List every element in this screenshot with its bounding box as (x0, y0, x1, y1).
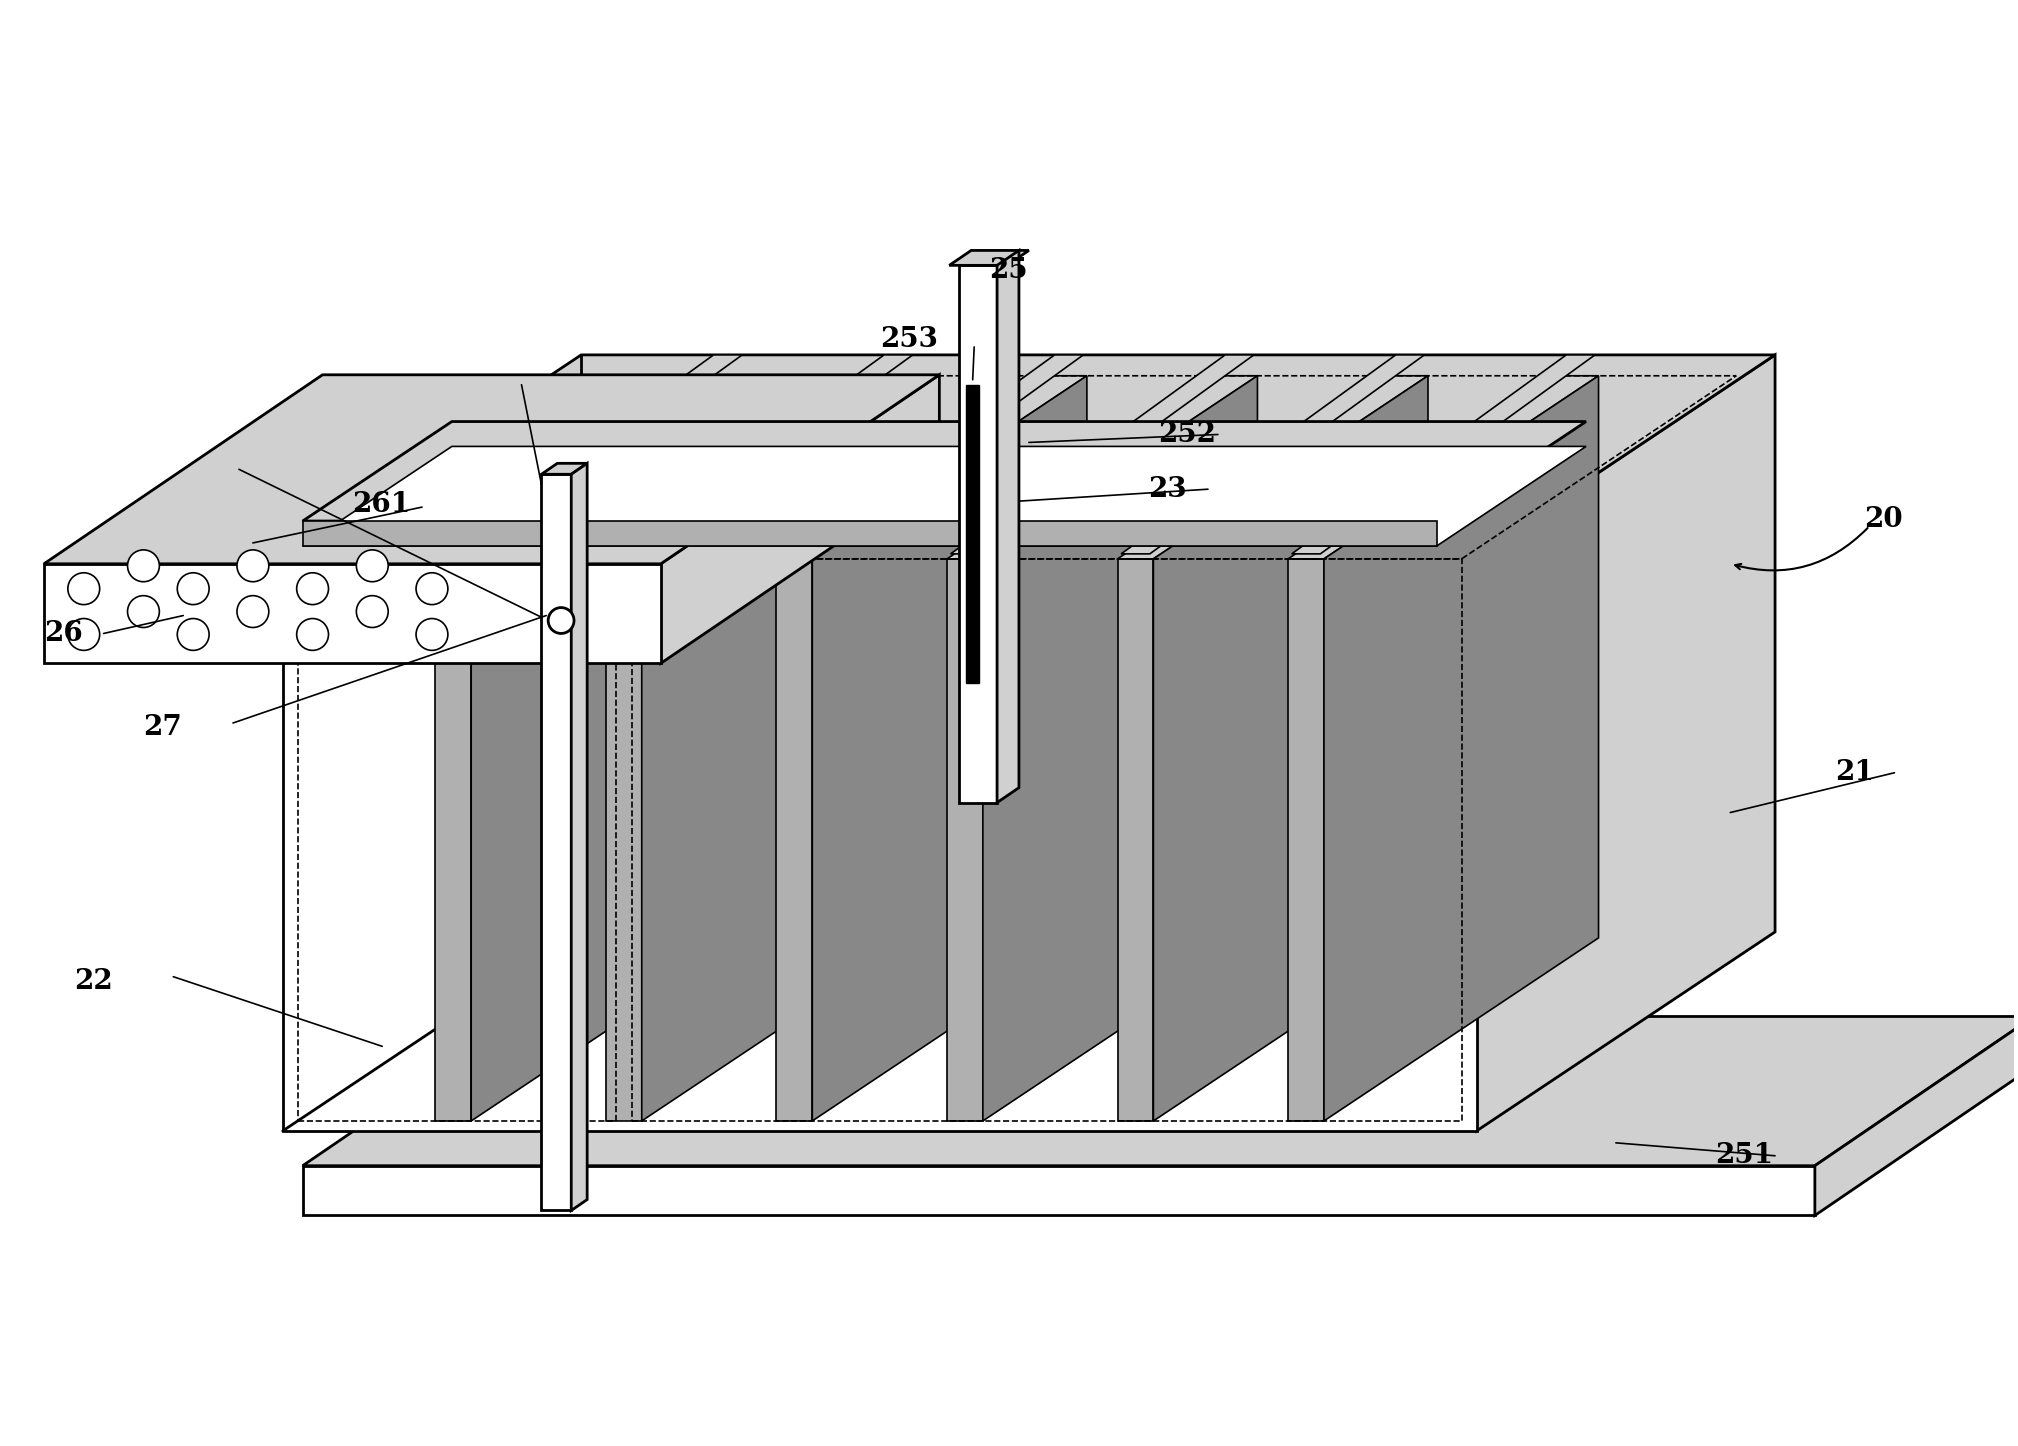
Polygon shape (541, 463, 587, 474)
Polygon shape (283, 554, 1477, 1131)
Polygon shape (303, 1165, 1814, 1216)
Circle shape (297, 619, 329, 651)
Polygon shape (777, 376, 1088, 558)
Text: 251: 251 (1715, 1142, 1774, 1170)
Text: 261: 261 (353, 490, 410, 518)
Polygon shape (609, 354, 912, 554)
Circle shape (549, 607, 573, 633)
Polygon shape (1118, 558, 1154, 1121)
Text: 22: 22 (75, 969, 113, 995)
Text: 253: 253 (880, 327, 938, 353)
Circle shape (69, 573, 99, 604)
Circle shape (416, 619, 448, 651)
Polygon shape (1292, 354, 1594, 554)
Circle shape (236, 549, 268, 581)
Polygon shape (303, 521, 1437, 547)
Polygon shape (571, 463, 587, 1210)
Text: 25: 25 (989, 257, 1027, 283)
Polygon shape (303, 422, 1586, 521)
Polygon shape (303, 1017, 2018, 1165)
Polygon shape (983, 376, 1257, 1121)
Circle shape (127, 549, 159, 581)
Polygon shape (1477, 354, 1776, 1131)
Polygon shape (440, 354, 743, 554)
Polygon shape (541, 474, 571, 1210)
Text: 20: 20 (1865, 506, 1903, 532)
Polygon shape (436, 558, 470, 1121)
Polygon shape (777, 558, 813, 1121)
Circle shape (178, 619, 210, 651)
Text: 27: 27 (143, 714, 182, 742)
Polygon shape (303, 447, 1586, 547)
Polygon shape (946, 558, 983, 1121)
Polygon shape (946, 376, 1257, 558)
Polygon shape (813, 376, 1088, 1121)
Polygon shape (948, 250, 1029, 266)
Polygon shape (470, 376, 747, 1121)
Polygon shape (959, 266, 997, 803)
Polygon shape (44, 564, 660, 664)
Circle shape (127, 596, 159, 628)
Polygon shape (642, 376, 916, 1121)
Circle shape (297, 573, 329, 604)
Polygon shape (1287, 558, 1324, 1121)
Circle shape (236, 596, 268, 628)
Polygon shape (1324, 376, 1598, 1121)
Polygon shape (44, 375, 938, 564)
Polygon shape (605, 376, 916, 558)
Text: 23: 23 (1148, 476, 1187, 503)
Circle shape (357, 549, 387, 581)
Polygon shape (950, 354, 1253, 554)
Circle shape (416, 573, 448, 604)
Polygon shape (436, 376, 747, 558)
Text: 26: 26 (44, 620, 83, 646)
Circle shape (357, 596, 387, 628)
Text: 21: 21 (1834, 759, 1873, 787)
Polygon shape (1154, 376, 1429, 1121)
Circle shape (69, 619, 99, 651)
Polygon shape (1287, 376, 1598, 558)
Polygon shape (283, 354, 1776, 554)
Polygon shape (1122, 354, 1425, 554)
Polygon shape (605, 558, 642, 1121)
Polygon shape (1118, 376, 1429, 558)
Text: 252: 252 (1158, 421, 1217, 448)
Polygon shape (967, 385, 979, 683)
Circle shape (178, 573, 210, 604)
Polygon shape (997, 250, 1019, 803)
Polygon shape (660, 375, 938, 664)
Polygon shape (781, 354, 1084, 554)
Polygon shape (1814, 1017, 2018, 1216)
